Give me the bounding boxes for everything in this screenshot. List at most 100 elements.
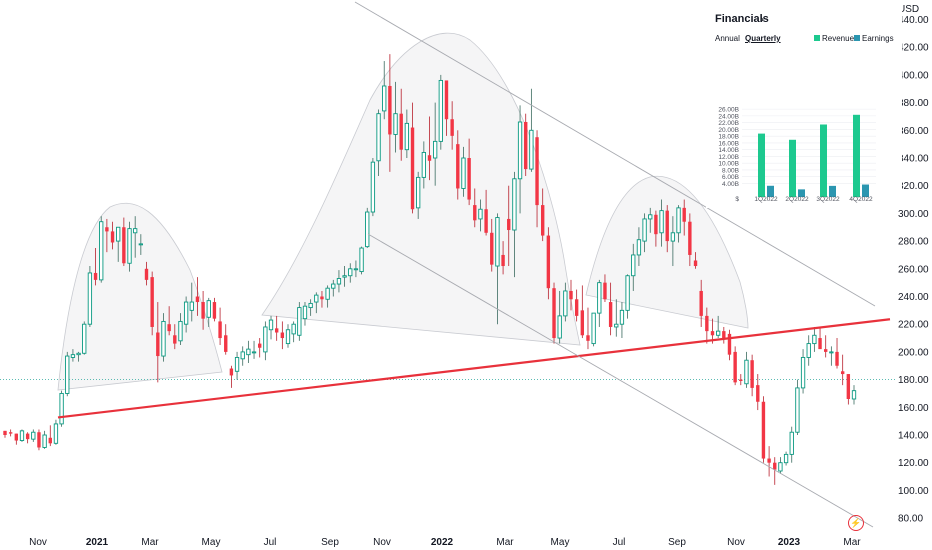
- candle-body: [3, 430, 7, 435]
- y-tick-label: 400.00: [898, 70, 929, 81]
- candle: [574, 289, 579, 322]
- candle: [563, 282, 568, 322]
- candle: [818, 326, 822, 350]
- candle: [507, 185, 511, 267]
- candle-body: [291, 323, 296, 335]
- candle-body: [234, 356, 240, 372]
- candle: [688, 213, 692, 267]
- financials-panel[interactable]: Financials › Annual Quarterly Revenue Ea…: [706, 4, 902, 208]
- candle: [274, 315, 279, 341]
- candle: [280, 321, 285, 350]
- candle-body: [546, 235, 551, 289]
- candle: [183, 296, 189, 333]
- candle: [416, 171, 421, 219]
- candle: [399, 88, 403, 161]
- financials-title[interactable]: Financials: [715, 13, 769, 25]
- candle: [331, 279, 336, 297]
- y-tick-label: 260.00: [898, 264, 929, 275]
- fin-y-tick-label: 8.00B: [722, 167, 739, 174]
- candle: [591, 312, 596, 347]
- candle: [48, 425, 52, 447]
- candle-body: [490, 232, 494, 265]
- candle: [19, 429, 25, 442]
- candle-body: [614, 323, 619, 328]
- candle-body: [812, 334, 817, 345]
- candle: [546, 227, 551, 300]
- candle: [648, 207, 653, 233]
- candle: [53, 419, 59, 445]
- pattern-arcs: [57, 32, 749, 391]
- candle: [359, 246, 364, 275]
- candle-body: [783, 453, 789, 464]
- candle: [767, 446, 771, 477]
- candle: [552, 282, 556, 344]
- candle-body: [342, 275, 347, 278]
- candle-body: [161, 320, 166, 357]
- candle-body: [302, 305, 308, 320]
- revenue-bar: [853, 114, 860, 197]
- y-tick-label: 300.00: [898, 209, 929, 220]
- candle-body: [31, 431, 36, 440]
- x-tick-label: May: [551, 537, 570, 548]
- candle: [716, 315, 721, 339]
- candle-body: [636, 239, 642, 256]
- candle-body: [320, 296, 324, 300]
- candle: [631, 243, 636, 291]
- candle-body: [693, 260, 698, 267]
- y-tick-label: 200.00: [898, 347, 929, 358]
- x-tick-label: Mar: [496, 537, 514, 548]
- candle-body: [484, 209, 488, 233]
- candle: [206, 297, 211, 327]
- candle: [42, 430, 47, 449]
- candle-body: [433, 140, 438, 159]
- fin-y-tick-label: 12.00B: [718, 154, 739, 161]
- fin-y-tick-label: 20.00B: [718, 127, 739, 134]
- tab-annual[interactable]: Annual: [715, 34, 740, 43]
- candle: [127, 221, 132, 272]
- candle-body: [421, 152, 426, 178]
- x-tick-label: Mar: [141, 537, 159, 548]
- earnings-legend-label: Earnings: [862, 34, 894, 43]
- candle-body: [699, 290, 703, 316]
- candle-body: [642, 218, 647, 242]
- neckline-trendline[interactable]: [57, 318, 891, 419]
- candle-body: [767, 458, 771, 463]
- candle: [370, 158, 376, 217]
- candle-body: [144, 268, 149, 280]
- candle: [619, 302, 625, 339]
- candle: [473, 188, 477, 228]
- candle: [240, 346, 245, 366]
- candle-body: [756, 385, 760, 402]
- candle: [195, 277, 200, 316]
- fin-quarter-label: 2Q2022: [785, 196, 809, 203]
- candle-body: [336, 278, 342, 285]
- candle-body: [212, 302, 217, 319]
- candle-body: [705, 315, 709, 332]
- candle-body: [659, 210, 664, 234]
- candle: [427, 116, 432, 181]
- x-tick-label: Jul: [613, 537, 626, 548]
- upper-channel-trendline[interactable]: [354, 1, 876, 307]
- chevron-right-icon[interactable]: ›: [760, 12, 764, 26]
- fin-y-tick-label: 4.00B: [722, 181, 739, 188]
- candle-body: [716, 330, 721, 336]
- tab-quarterly[interactable]: Quarterly: [745, 34, 781, 43]
- candle: [756, 374, 760, 411]
- candle-body: [682, 207, 686, 222]
- lower-channel-trendline[interactable]: [367, 233, 874, 528]
- candle: [178, 313, 183, 345]
- candle: [840, 354, 845, 386]
- candle-body: [93, 272, 98, 280]
- candle: [314, 292, 319, 314]
- lightning-icon[interactable]: ⚡: [848, 515, 864, 531]
- revenue-legend-label: Revenue: [822, 34, 855, 43]
- candle-body: [727, 333, 732, 355]
- candle: [761, 396, 766, 463]
- revenue-bar: [789, 139, 796, 197]
- candle-body: [246, 348, 251, 356]
- candle-body: [591, 312, 596, 345]
- candle: [82, 321, 87, 355]
- candle: [376, 109, 381, 177]
- earnings-bar: [862, 184, 869, 197]
